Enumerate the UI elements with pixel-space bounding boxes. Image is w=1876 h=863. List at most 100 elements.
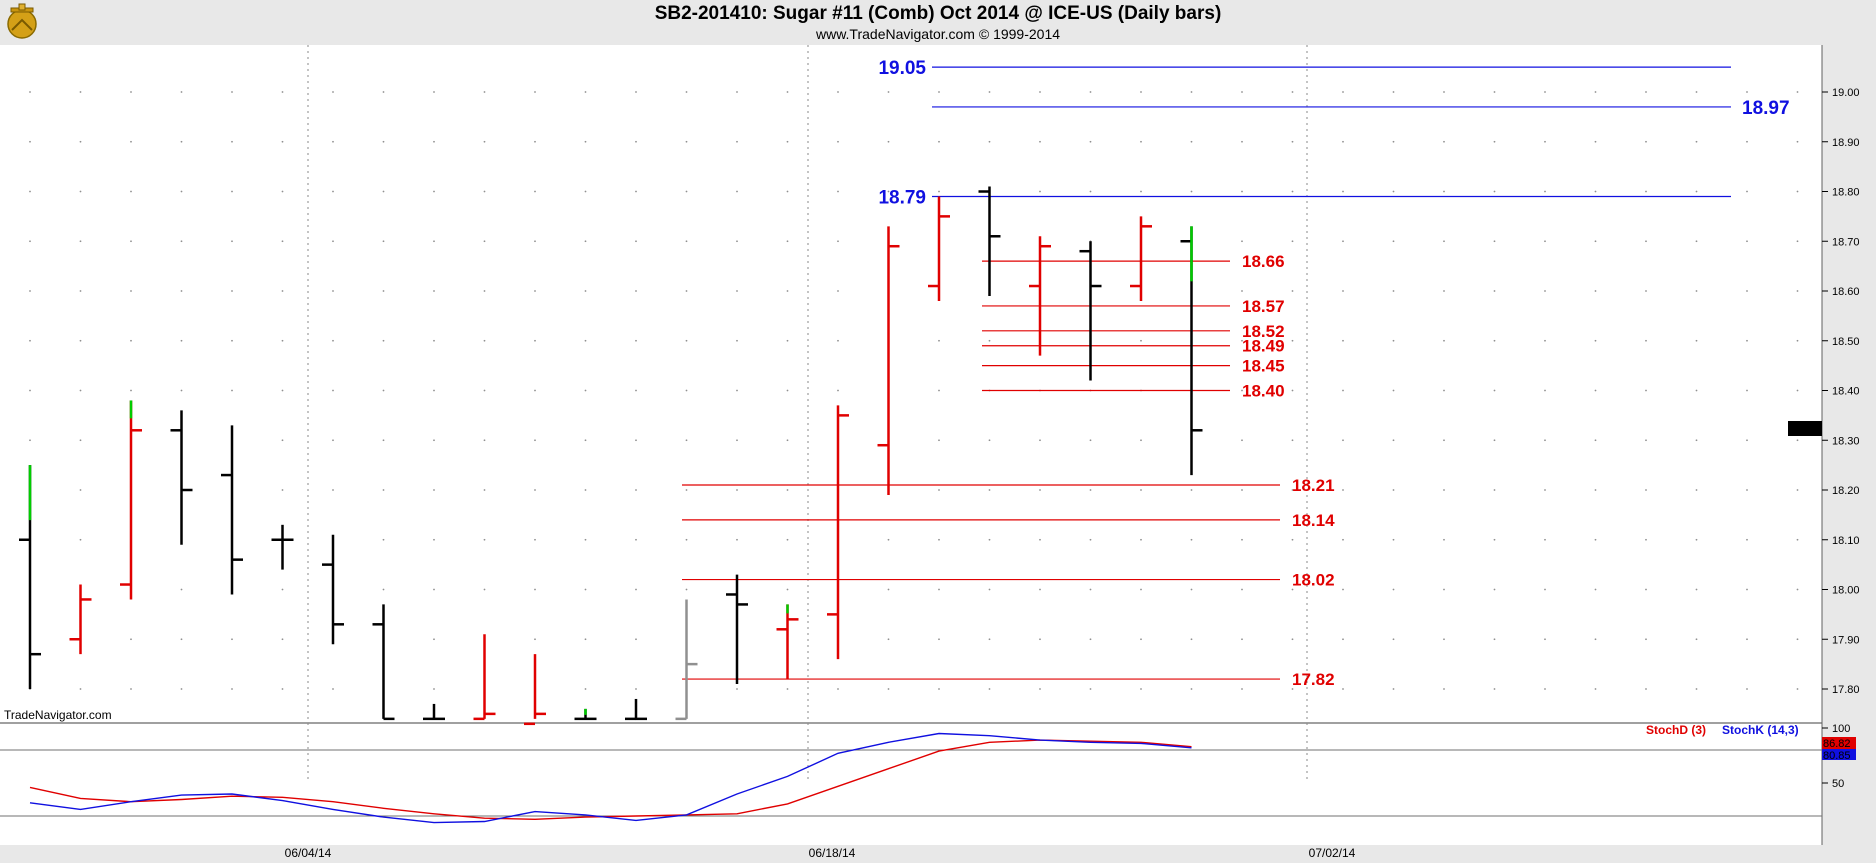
- grid-dot: [635, 638, 637, 641]
- grid-dot: [1695, 140, 1698, 143]
- grid-dot: [281, 588, 284, 591]
- ohlc-bar: [574, 708, 597, 721]
- grid-dot: [1039, 489, 1041, 491]
- price-tick-label: 18.80: [1832, 187, 1860, 199]
- level-label: 18.45: [1242, 357, 1285, 376]
- grid-dot: [584, 389, 587, 392]
- grid-dot: [332, 389, 334, 392]
- grid-dot: [433, 439, 435, 442]
- grid-dot: [1392, 489, 1395, 491]
- grid-dot: [29, 190, 31, 193]
- grid-dot: [635, 439, 637, 442]
- grid-dot: [1695, 538, 1698, 541]
- stoch-tick-label: 100: [1832, 723, 1850, 735]
- grid-dot: [1140, 638, 1142, 641]
- grid-dot: [231, 240, 233, 243]
- stochastic-lines: [0, 732, 1822, 824]
- grid-dot: [180, 190, 183, 193]
- grid-dot: [786, 240, 789, 243]
- grid-dot: [1796, 588, 1799, 591]
- grid-dot: [1443, 389, 1445, 392]
- price-axis: [1822, 45, 1876, 863]
- grid-dot: [887, 638, 890, 641]
- grid-dot: [1241, 290, 1243, 292]
- grid-dot: [837, 339, 839, 342]
- grid-dot: [281, 91, 284, 93]
- grid-dot: [1140, 688, 1142, 690]
- level-label: 18.66: [1242, 252, 1285, 271]
- ohlc-bar: [726, 574, 748, 685]
- grid-dot: [685, 290, 688, 292]
- grid-dot: [938, 688, 940, 690]
- grid-dot: [1695, 240, 1698, 243]
- grid-dot: [130, 290, 132, 292]
- resistance-label: 18.79: [878, 187, 926, 208]
- grid-dot: [1544, 91, 1546, 93]
- grid-dot: [584, 489, 587, 491]
- grid-dot: [1594, 389, 1597, 392]
- grid-dot: [1342, 439, 1344, 442]
- grid-dot: [1493, 489, 1496, 491]
- grid-dot: [534, 140, 536, 143]
- ohlc-bar: [675, 599, 698, 721]
- main-panel: [0, 45, 1822, 725]
- grid-dot: [281, 140, 284, 143]
- grid-dot: [685, 538, 688, 541]
- grid-dot: [1241, 190, 1243, 193]
- vertical-gridlines: [307, 45, 1308, 780]
- grid-dot: [786, 489, 789, 491]
- grid-dot: [1089, 190, 1092, 193]
- grid-dot: [1342, 140, 1344, 143]
- grid-dot: [1746, 538, 1748, 541]
- grid-dot: [584, 588, 587, 591]
- grid-dot: [483, 538, 486, 541]
- grid-dot: [1392, 688, 1395, 690]
- grid-dot: [938, 588, 940, 591]
- grid-dot: [1645, 638, 1647, 641]
- grid-dot: [1645, 588, 1647, 591]
- grid-dot: [938, 439, 940, 442]
- grid-dot: [736, 190, 738, 193]
- grid-dot: [382, 290, 385, 292]
- grid-dot: [887, 140, 890, 143]
- grid-dot: [1443, 439, 1445, 442]
- grid-dot: [988, 538, 991, 541]
- grid-dot: [382, 140, 385, 143]
- ohlc-bars: [19, 186, 1203, 726]
- grid-dot: [584, 638, 587, 641]
- grid-dot: [1443, 489, 1445, 491]
- grid-dot: [130, 339, 132, 342]
- grid-dot: [1342, 91, 1344, 93]
- price-tick-label: 18.40: [1832, 386, 1860, 398]
- ohlc-bar: [170, 410, 193, 545]
- grid-dot: [1241, 140, 1243, 143]
- grid-dot: [1695, 290, 1698, 292]
- grid-dot: [1645, 290, 1647, 292]
- grid-dot: [332, 339, 334, 342]
- grid-dot: [1594, 190, 1597, 193]
- grid-dot: [786, 140, 789, 143]
- grid-dot: [231, 339, 233, 342]
- grid-dot: [332, 688, 334, 690]
- grid-dot: [635, 290, 637, 292]
- grid-dot: [1291, 439, 1294, 442]
- grid-dot: [231, 91, 233, 93]
- price-tick-label: 18.50: [1832, 336, 1860, 348]
- grid-dot: [1796, 538, 1799, 541]
- grid-dot: [534, 190, 536, 193]
- grid-dot: [1241, 638, 1243, 641]
- grid-dot: [635, 588, 637, 591]
- resistance-label: 18.97: [1742, 98, 1790, 119]
- grid-dot: [281, 190, 284, 193]
- ohlc-bar: [120, 400, 142, 600]
- grid-dot: [534, 389, 536, 392]
- grid-dot: [29, 240, 31, 243]
- level-label: 18.52: [1242, 322, 1285, 341]
- grid-dot: [382, 439, 385, 442]
- grid-dot: [1342, 389, 1344, 392]
- grid-dot: [1544, 588, 1546, 591]
- grid-dot: [1039, 91, 1041, 93]
- grid-dot: [635, 140, 637, 143]
- grid-dot: [1796, 389, 1799, 392]
- grid-dot: [1443, 588, 1445, 591]
